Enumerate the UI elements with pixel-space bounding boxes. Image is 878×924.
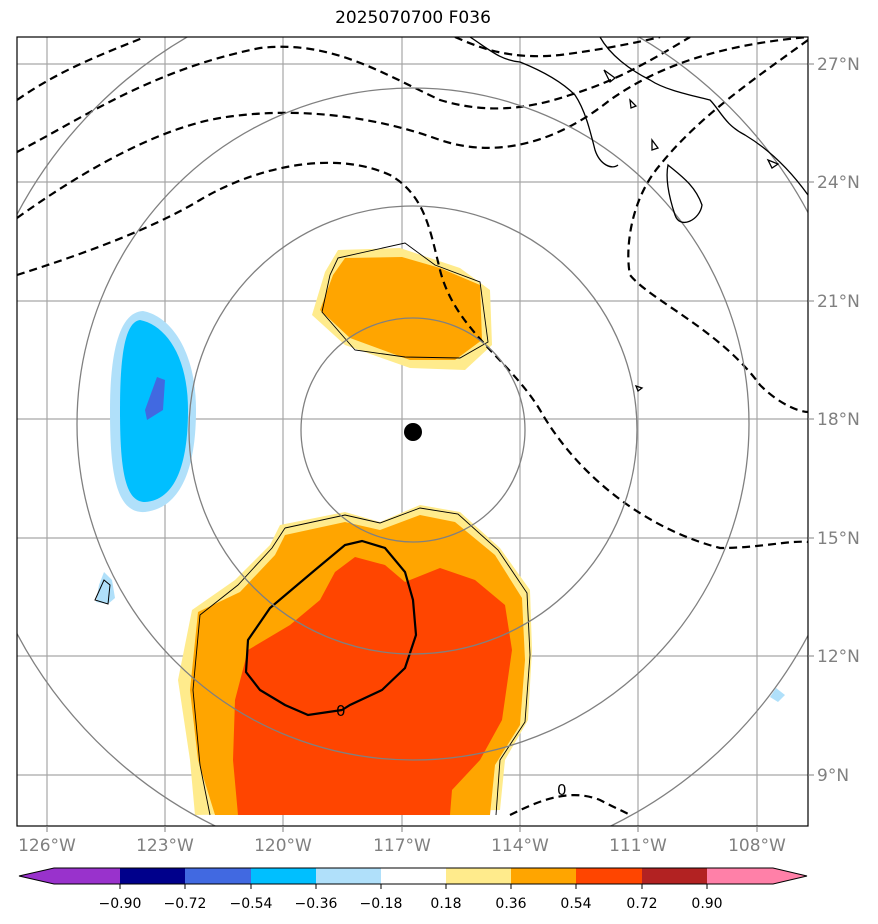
contour-label-zero-2: 0 bbox=[557, 781, 567, 799]
lon-label: 117°W bbox=[373, 836, 431, 856]
colorbar-segment bbox=[446, 868, 511, 884]
colorbar-tick-label: −0.18 bbox=[360, 896, 403, 912]
colorbar-segment bbox=[54, 868, 120, 884]
lon-label: 108°W bbox=[728, 836, 786, 856]
lon-label: 111°W bbox=[609, 836, 667, 856]
negative-anomaly-west bbox=[94, 311, 785, 702]
colorbar-segment bbox=[316, 868, 381, 884]
lat-label: 15°N bbox=[817, 529, 860, 549]
positive-anomaly-south bbox=[178, 505, 532, 816]
lat-label: 9°N bbox=[817, 766, 849, 786]
map-title: 2025070700 F036 bbox=[335, 8, 491, 28]
colorbar-segment bbox=[511, 868, 576, 884]
lon-label: 114°W bbox=[491, 836, 549, 856]
lat-label: 18°N bbox=[817, 410, 860, 430]
colorbar-segment bbox=[707, 868, 773, 884]
storm-center-marker bbox=[404, 423, 422, 441]
solid-contour bbox=[244, 539, 418, 717]
colorbar-segment bbox=[185, 868, 251, 884]
colorbar-tick-label: 0.90 bbox=[691, 896, 722, 912]
colorbar-tick-label: −0.54 bbox=[230, 896, 273, 912]
colorbar-segment bbox=[576, 868, 642, 884]
dashed-contours bbox=[17, 37, 808, 816]
colorbar-segment bbox=[642, 868, 707, 884]
lat-label: 24°N bbox=[817, 173, 860, 193]
colorbar-segment bbox=[381, 868, 446, 884]
positive-anomaly-north bbox=[312, 242, 492, 370]
contour-label-zero-1: 0 bbox=[336, 702, 346, 720]
lon-label: 126°W bbox=[18, 836, 76, 856]
lat-label: 12°N bbox=[817, 647, 860, 667]
colorbar-low-extend bbox=[19, 868, 54, 884]
colorbar-tick-label: −0.90 bbox=[99, 896, 142, 912]
map-area: 0 0 bbox=[17, 37, 808, 826]
lon-label: 123°W bbox=[136, 836, 194, 856]
lat-label: 21°N bbox=[817, 292, 860, 312]
colorbar-outline bbox=[18, 867, 808, 885]
colorbar-tick-label: 0.18 bbox=[430, 896, 461, 912]
colorbar: −0.90 −0.72 −0.54 −0.36 −0.18 0.18 0.36 … bbox=[18, 867, 808, 912]
coastline bbox=[469, 37, 808, 393]
colorbar-tick-label: 0.36 bbox=[495, 896, 526, 912]
colorbar-tick-label: −0.72 bbox=[164, 896, 207, 912]
colorbar-high-extend bbox=[773, 868, 807, 884]
colorbar-tick-label: −0.36 bbox=[295, 896, 338, 912]
map-frame bbox=[16, 36, 809, 827]
colorbar-tick-label: 0.72 bbox=[626, 896, 657, 912]
axis-ticks bbox=[46, 63, 814, 832]
lat-label: 27°N bbox=[817, 55, 860, 75]
colorbar-segment bbox=[251, 868, 316, 884]
lon-label: 120°W bbox=[254, 836, 312, 856]
range-rings bbox=[17, 37, 808, 826]
colorbar-segment bbox=[120, 868, 185, 884]
colorbar-tick-label: 0.54 bbox=[560, 896, 591, 912]
